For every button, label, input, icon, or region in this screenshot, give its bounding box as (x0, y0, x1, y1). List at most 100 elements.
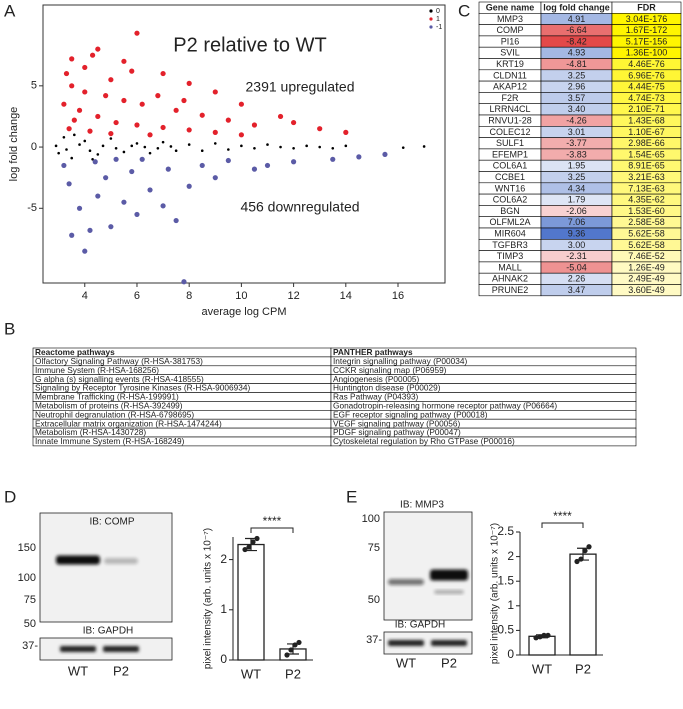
table-cell-text: MALL (498, 262, 522, 272)
table-cell-text: EGF receptor signaling pathway (P00018) (333, 409, 488, 419)
data-point (69, 83, 75, 89)
table-cell-text: EFEMP1 (492, 149, 528, 159)
table-cell-text: 2.58E-58 (628, 217, 665, 227)
y-tick-label: 1 (220, 602, 227, 616)
x-tick-label: 6 (134, 290, 140, 302)
data-point (76, 205, 83, 211)
table-cell-text: G alpha (s) signalling events (R-HSA-418… (35, 374, 204, 384)
table-cell-text: Metabolism (R-HSA-1430728) (35, 427, 146, 437)
table-cell-text: Ras Pathway (P04393) (333, 392, 419, 402)
data-point (103, 93, 109, 99)
x-tick-label: WT (241, 666, 261, 681)
data-point (422, 145, 426, 148)
data-point (134, 211, 140, 218)
data-point (66, 126, 72, 132)
bar (237, 543, 265, 661)
table-cell-text: 1.95 (568, 161, 586, 171)
table-cell-text: COLEC12 (489, 127, 530, 137)
data-point (212, 89, 218, 95)
data-point (139, 101, 145, 107)
data-point (290, 119, 297, 126)
marker-label: 100 (362, 513, 380, 525)
marker-label: 75 (368, 542, 380, 554)
data-point (129, 68, 135, 74)
data-point (83, 139, 87, 143)
table-cell-text: 7.06 (568, 217, 586, 227)
data-point (87, 227, 93, 233)
data-point (54, 144, 58, 148)
blot-image (383, 511, 473, 621)
legend-marker (429, 9, 433, 13)
data-point (96, 153, 100, 156)
table-header: log fold change (543, 3, 610, 13)
table-cell-text: WNT16 (495, 183, 526, 193)
data-point (147, 132, 153, 138)
table-cell-text: 6.96E-76 (628, 70, 665, 80)
table-cell-text: 3.25 (568, 70, 586, 80)
data-point (238, 101, 244, 107)
x-tick-label: 12 (287, 290, 299, 302)
data-point (160, 124, 166, 131)
data-point (63, 70, 70, 77)
data-point (61, 162, 67, 169)
table-cell-text: 1.36E-100 (626, 48, 668, 58)
table-cell-text: -5.04 (566, 262, 587, 272)
table-cell-text: TGFBR3 (492, 240, 528, 250)
table-cell-text: SVIL (500, 48, 520, 58)
table-cell-text: 5.62E-58 (628, 240, 665, 250)
annotation: 2391 upregulated (246, 79, 355, 95)
data-point (57, 151, 60, 155)
blot-image (39, 512, 173, 623)
data-point (199, 162, 205, 169)
table-cell-text: 2.96 (568, 82, 586, 92)
panel-label: B (4, 319, 15, 338)
table-cell-text: 4.35E-62 (628, 195, 665, 205)
data-point (69, 232, 75, 238)
data-point (139, 156, 145, 162)
table-cell-text: Integrin signalling pathway (P00034) (333, 356, 467, 366)
table-cell-text: 9.36 (568, 229, 586, 239)
lane-label: P2 (113, 663, 129, 678)
panel-label: E (346, 487, 357, 506)
data-point (173, 217, 179, 224)
y-tick-label: 5 (31, 80, 37, 92)
data-point (165, 166, 171, 172)
chart-title: P2 relative to WT (173, 34, 326, 56)
legend-label: -1 (436, 24, 442, 31)
table-cell-text: OLFML2A (489, 217, 530, 227)
data-point (69, 56, 75, 62)
data-point (161, 140, 165, 144)
table-cell-text: 5.62E-58 (628, 229, 665, 239)
data-point (545, 632, 551, 638)
data-point (135, 142, 139, 145)
data-point (95, 193, 101, 199)
data-point (108, 130, 114, 137)
data-point (401, 146, 405, 149)
data-point (212, 175, 218, 181)
data-point (251, 122, 258, 128)
table-header: PANTHER pathways (333, 347, 413, 357)
table-cell-text: 3.04E-176 (626, 14, 668, 24)
data-point (160, 70, 166, 77)
data-point (156, 146, 160, 150)
y-tick-label: 2 (507, 549, 514, 563)
table-cell-text: COL6A1 (493, 161, 528, 171)
data-point (305, 144, 308, 148)
table-cell-text: 4.34 (568, 183, 586, 193)
blot-band (431, 640, 467, 646)
table-cell-text: 2.49E-49 (628, 274, 665, 284)
blot-band (430, 569, 468, 581)
data-point (70, 156, 74, 160)
table-cell-text: CCKR signaling map (P06959) (333, 365, 447, 375)
table-cell-text: Signaling by Receptor Tyrosine Kinases (… (35, 383, 250, 393)
table-cell-text: 1.10E-67 (628, 127, 665, 137)
data-point (317, 126, 323, 132)
data-point (292, 642, 298, 648)
table-cell-text: 7.13E-63 (628, 183, 665, 193)
x-tick-label: 4 (82, 290, 88, 302)
data-point (87, 128, 93, 134)
blot-band (388, 579, 424, 585)
table-cell-text: 4.91 (568, 14, 586, 24)
data-point (238, 132, 244, 138)
